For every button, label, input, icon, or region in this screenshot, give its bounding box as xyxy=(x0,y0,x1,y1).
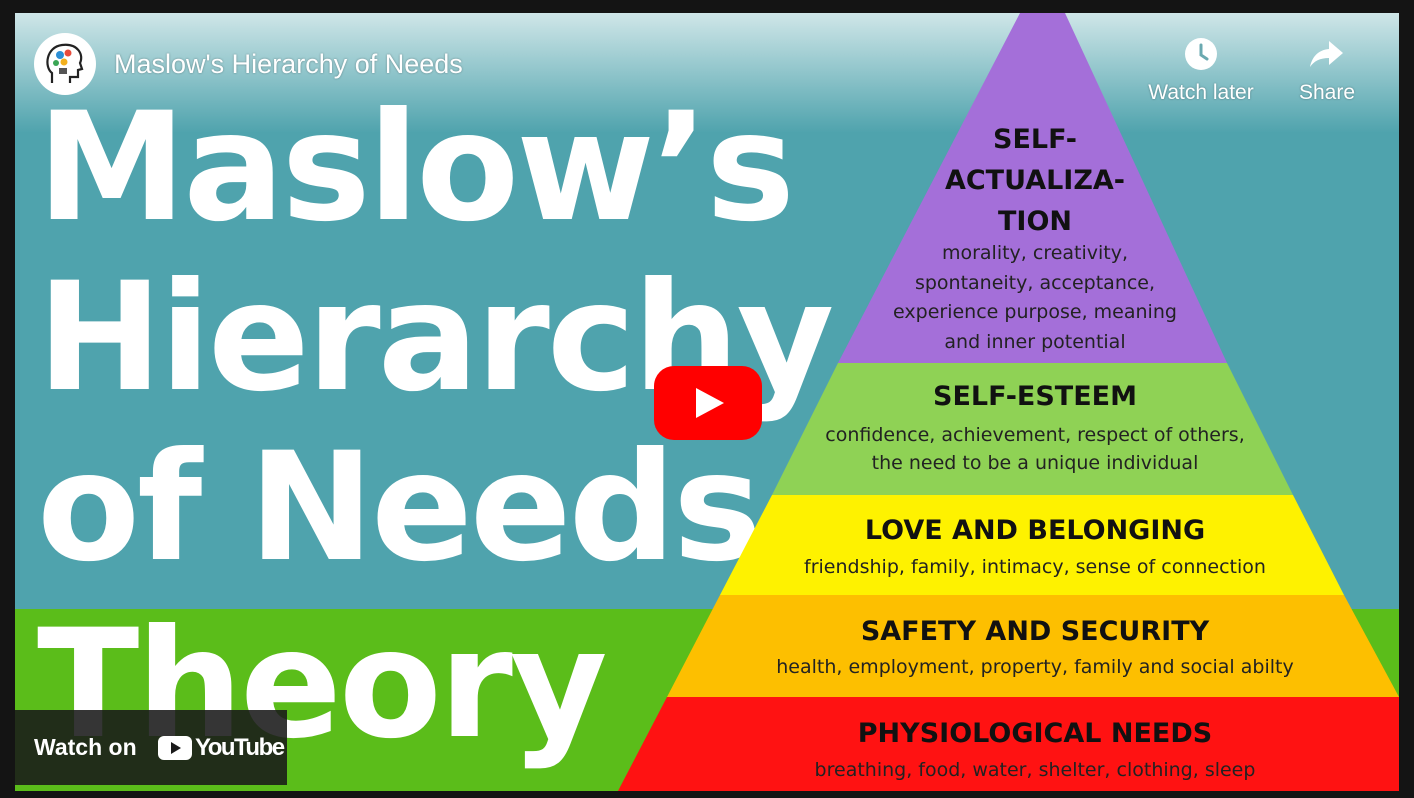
tier-title-line: ACTUALIZA- xyxy=(944,165,1126,196)
tier-desc-line: morality, creativity, xyxy=(941,242,1129,264)
youtube-wordmark: YouTube xyxy=(195,734,285,761)
tier-self-actualization-title: SELF- ACTUALIZA- TION xyxy=(910,119,1160,242)
youtube-logo: YouTube xyxy=(158,734,285,762)
watch-on-label: Watch on xyxy=(34,734,137,760)
play-button[interactable] xyxy=(654,366,762,440)
tier-title-line: SELF-ESTEEM xyxy=(933,381,1137,412)
tier-love-belonging-title: LOVE AND BELONGING xyxy=(825,514,1245,548)
tier-title-line: PHYSIOLOGICAL NEEDS xyxy=(857,718,1213,749)
tier-desc-line: confidence, achievement, respect of othe… xyxy=(825,424,1245,446)
tier-love-belonging-shape xyxy=(720,495,1344,595)
clock-icon xyxy=(1185,38,1217,70)
tier-self-actualization-shape xyxy=(838,13,1227,363)
tier-desc-line: health, employment, property, family and… xyxy=(776,656,1294,678)
share-arrow-icon xyxy=(1310,41,1343,67)
background-gradient xyxy=(15,13,1399,133)
tier-title-line: SELF- xyxy=(993,124,1077,155)
maslow-pyramid xyxy=(618,13,1399,791)
tier-physiological-title: PHYSIOLOGICAL NEEDS xyxy=(825,717,1245,751)
share-button[interactable]: Share xyxy=(1262,35,1392,105)
channel-avatar[interactable] xyxy=(34,33,96,95)
youtube-play-icon xyxy=(158,736,192,760)
play-icon xyxy=(696,388,724,418)
tier-title-line: TION xyxy=(997,206,1072,237)
tier-self-actualization-description: morality, creativity, spontaneity, accep… xyxy=(875,239,1195,357)
tier-title-line: SAFETY AND SECURITY xyxy=(860,616,1210,647)
tier-self-esteem-title: SELF-ESTEEM xyxy=(860,380,1210,414)
watch-later-label: Watch later xyxy=(1148,81,1254,104)
video-title[interactable]: Maslow's Hierarchy of Needs xyxy=(114,49,463,79)
tier-physiological-description: breathing, food, water, shelter, clothin… xyxy=(755,757,1315,783)
tier-desc-line: friendship, family, intimacy, sense of c… xyxy=(804,556,1266,578)
headline-line-3: of Needs xyxy=(37,421,762,595)
tier-desc-line: experience purpose, meaning xyxy=(893,301,1177,323)
watch-on-youtube-button[interactable]: Watch on YouTube xyxy=(15,710,287,785)
tier-desc-line: breathing, food, water, shelter, clothin… xyxy=(814,759,1256,781)
tier-desc-line: and inner potential xyxy=(944,330,1126,353)
tier-title-line: LOVE AND BELONGING xyxy=(864,515,1206,546)
headline-line-1: Maslow’s xyxy=(37,81,795,255)
tier-safety-security-title: SAFETY AND SECURITY xyxy=(825,615,1245,649)
tier-safety-security-shape xyxy=(667,595,1399,697)
tier-safety-security-description: health, employment, property, family and… xyxy=(735,654,1335,680)
head-lightbulb-icon xyxy=(46,43,84,83)
tier-desc-line: spontaneity, acceptance, xyxy=(914,271,1156,294)
tier-physiological-shape xyxy=(618,697,1399,791)
watch-later-button[interactable]: Watch later xyxy=(1136,35,1266,105)
tier-self-esteem-shape xyxy=(772,363,1293,495)
video-embed[interactable]: Maslow’s Hierarchy of Needs Theory SELF-… xyxy=(15,13,1399,791)
tier-self-esteem-description: confidence, achievement, respect of othe… xyxy=(785,421,1285,477)
share-label: Share xyxy=(1298,81,1356,104)
tier-desc-line: the need to be a unique individual xyxy=(871,452,1199,474)
tier-love-belonging-description: friendship, family, intimacy, sense of c… xyxy=(765,554,1305,580)
